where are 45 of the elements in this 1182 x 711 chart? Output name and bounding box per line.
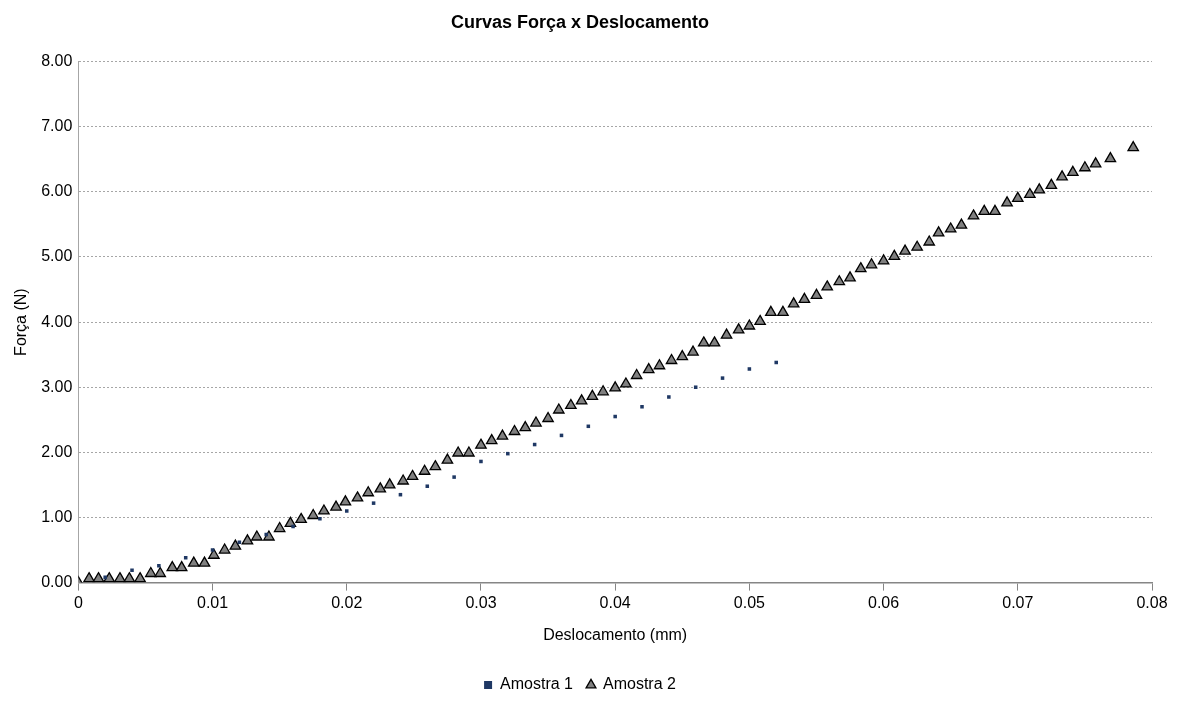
point <box>183 556 188 560</box>
x-tick-label: 0.05 <box>733 593 766 611</box>
point <box>318 517 322 521</box>
x-tick-label: 0.02 <box>331 593 363 611</box>
point <box>640 405 644 409</box>
x-tick-label: 0.03 <box>465 593 497 611</box>
y-tick-label: 4.00 <box>41 312 73 330</box>
legend-label: Amostra 2 <box>603 675 677 693</box>
point <box>264 532 268 537</box>
x-tick-label: 0.07 <box>1002 593 1034 611</box>
y-tick-label: 5.00 <box>41 247 73 265</box>
y-axis-title: Força (N) <box>12 288 30 356</box>
point <box>210 548 215 552</box>
y-tick-label: 1.00 <box>41 507 73 525</box>
x-axis-title: Deslocamento (mm) <box>543 625 688 643</box>
point <box>371 501 376 505</box>
x-tick-label: 0.01 <box>196 593 229 611</box>
point <box>157 563 161 568</box>
point <box>693 385 698 389</box>
y-tick-label: 8.00 <box>41 52 73 70</box>
point <box>774 360 778 365</box>
point <box>720 376 725 380</box>
point <box>103 575 107 580</box>
y-tick-label: 3.00 <box>41 377 73 395</box>
point <box>613 414 617 419</box>
point <box>452 475 456 479</box>
point <box>344 509 349 513</box>
y-tick-label: 2.00 <box>41 442 73 460</box>
point <box>506 451 510 456</box>
x-tick-label: 0.04 <box>599 593 631 611</box>
y-tick-label: 7.00 <box>41 117 73 135</box>
point <box>425 484 430 488</box>
y-tick-label: 6.00 <box>41 182 73 200</box>
x-tick-label: 0.06 <box>868 593 900 611</box>
y-tick-label: 0.00 <box>41 573 73 591</box>
x-tick-label: 0 <box>73 593 83 611</box>
point <box>291 524 295 529</box>
chart-title: Curvas Força x Deslocamento <box>450 11 710 32</box>
x-tick-label: 0.08 <box>1136 593 1168 611</box>
point <box>747 367 752 371</box>
legend-label: Amostra 1 <box>500 675 574 693</box>
point <box>479 459 483 464</box>
point <box>130 568 134 572</box>
point <box>237 540 242 544</box>
point <box>667 395 671 399</box>
